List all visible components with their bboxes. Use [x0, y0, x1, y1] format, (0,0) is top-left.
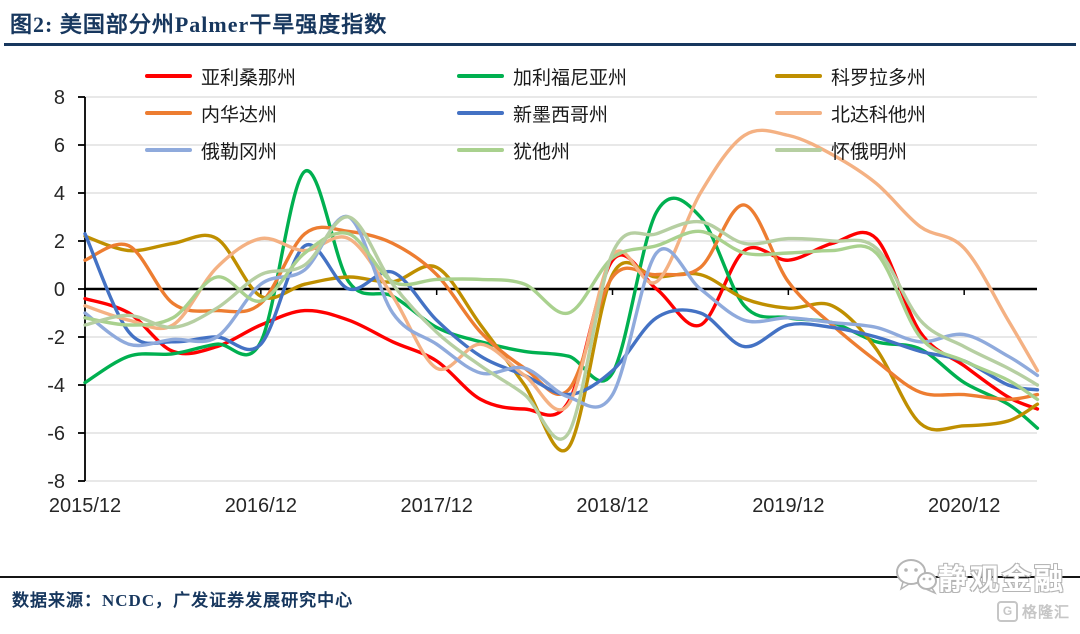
- legend-item: 内华达州: [145, 101, 457, 126]
- x-tick-label: 2016/12: [225, 495, 297, 517]
- legend-swatch: [775, 148, 822, 152]
- legend-swatch: [457, 148, 504, 152]
- legend-item: 俄勒冈州: [145, 138, 457, 163]
- legend-label: 犹他州: [513, 141, 571, 163]
- legend-swatch: [145, 111, 192, 115]
- figure-title: 图2: 美国部分州Palmer干旱强度指数: [10, 12, 388, 37]
- legend-item: 怀俄明州: [775, 138, 1015, 163]
- series-line: [83, 128, 1040, 412]
- legend-label: 加利福尼亚州: [513, 67, 628, 89]
- legend-label: 内华达州: [201, 104, 278, 126]
- legend-swatch: [457, 111, 504, 115]
- legend-label: 怀俄明州: [831, 141, 908, 163]
- series-line: [83, 215, 1040, 441]
- x-tick-label: 2018/12: [576, 495, 648, 517]
- legend-label: 北达科他州: [831, 104, 927, 126]
- y-tick-label: -6: [47, 423, 65, 445]
- data-source-note: 数据来源：NCDC，广发证券发展研究中心: [12, 591, 354, 610]
- y-tick-label: -2: [47, 327, 65, 349]
- watermark-title: 静观金融: [937, 564, 1066, 596]
- legend-swatch: [145, 74, 192, 78]
- gelonghui-logo-mark: G: [996, 601, 1018, 622]
- gelonghui-logo-text: 格隆汇: [1021, 605, 1070, 621]
- x-tick-label: 2017/12: [401, 495, 473, 517]
- y-tick-label: -8: [47, 471, 65, 493]
- y-tick-label: 4: [54, 183, 65, 205]
- legend-swatch: [775, 111, 822, 115]
- footer-divider: [0, 576, 1080, 578]
- legend-item: 犹他州: [457, 138, 775, 163]
- y-tick-label: 6: [54, 135, 65, 157]
- x-tick-label: 2020/12: [928, 495, 1000, 517]
- x-tick-label: 2015/12: [49, 495, 121, 517]
- series-line: [83, 214, 1040, 409]
- legend-item: 北达科他州: [775, 101, 1015, 126]
- title-underline: [4, 43, 1076, 46]
- series-line: [83, 229, 1040, 402]
- series-line: [83, 233, 1040, 453]
- y-tick-label: 2: [54, 231, 65, 253]
- legend-swatch: [457, 74, 504, 78]
- x-tick-label: 2019/12: [752, 495, 824, 517]
- legend-item: 新墨西哥州: [457, 101, 775, 126]
- legend-swatch: [145, 148, 192, 152]
- wechat-icon: [895, 559, 937, 595]
- y-tick-label: 8: [54, 87, 65, 109]
- legend-label: 新墨西哥州: [513, 104, 609, 126]
- legend-item: 亚利桑那州: [145, 64, 457, 89]
- y-tick-label: -4: [47, 375, 65, 397]
- legend-label: 亚利桑那州: [201, 67, 297, 89]
- series-line: [83, 232, 1040, 397]
- legend-swatch: [775, 74, 822, 78]
- wechat-watermark: 静观金融: [894, 556, 1066, 598]
- chart-legend: 亚利桑那州 加利福尼亚州 科罗拉多州内华达州 新墨西哥州 北达科他州俄勒冈州 犹他州 怀俄明…: [145, 64, 1015, 163]
- y-tick-label: 0: [54, 279, 65, 301]
- legend-item: 加利福尼亚州: [457, 64, 775, 89]
- legend-label: 俄勒冈州: [201, 141, 278, 163]
- legend-label: 科罗拉多州: [831, 67, 927, 89]
- series-line: [83, 203, 1040, 402]
- gelonghui-logo: G 格隆汇: [996, 601, 1070, 622]
- legend-item: 科罗拉多州: [775, 64, 1015, 89]
